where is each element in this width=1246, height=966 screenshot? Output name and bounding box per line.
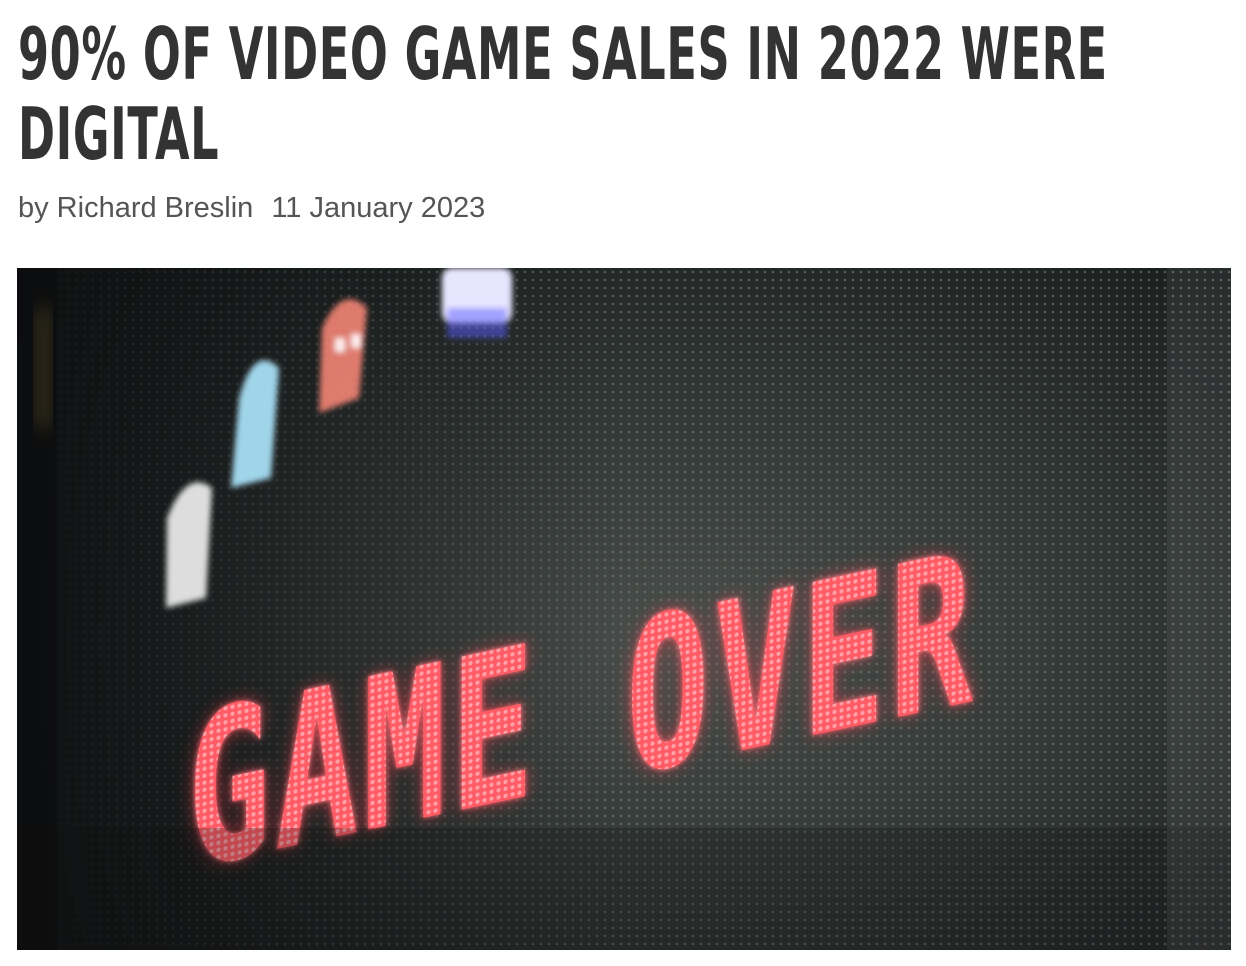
byline: by Richard Breslin 11 January 2023 <box>18 192 485 225</box>
article: 90% OF VIDEO GAME SALES IN 2022 WERE DIG… <box>18 0 1230 174</box>
publish-date: 11 January 2023 <box>271 192 486 224</box>
hero-image: GAME OVER GAME OVER GAME OVER <box>17 268 1231 950</box>
ghost-sprites <box>166 268 512 608</box>
article-headline: 90% OF VIDEO GAME SALES IN 2022 WERE DIG… <box>18 12 1108 176</box>
game-over-led-screen: GAME OVER GAME OVER GAME OVER <box>17 268 1231 950</box>
author-name[interactable]: by Richard Breslin <box>18 192 254 224</box>
